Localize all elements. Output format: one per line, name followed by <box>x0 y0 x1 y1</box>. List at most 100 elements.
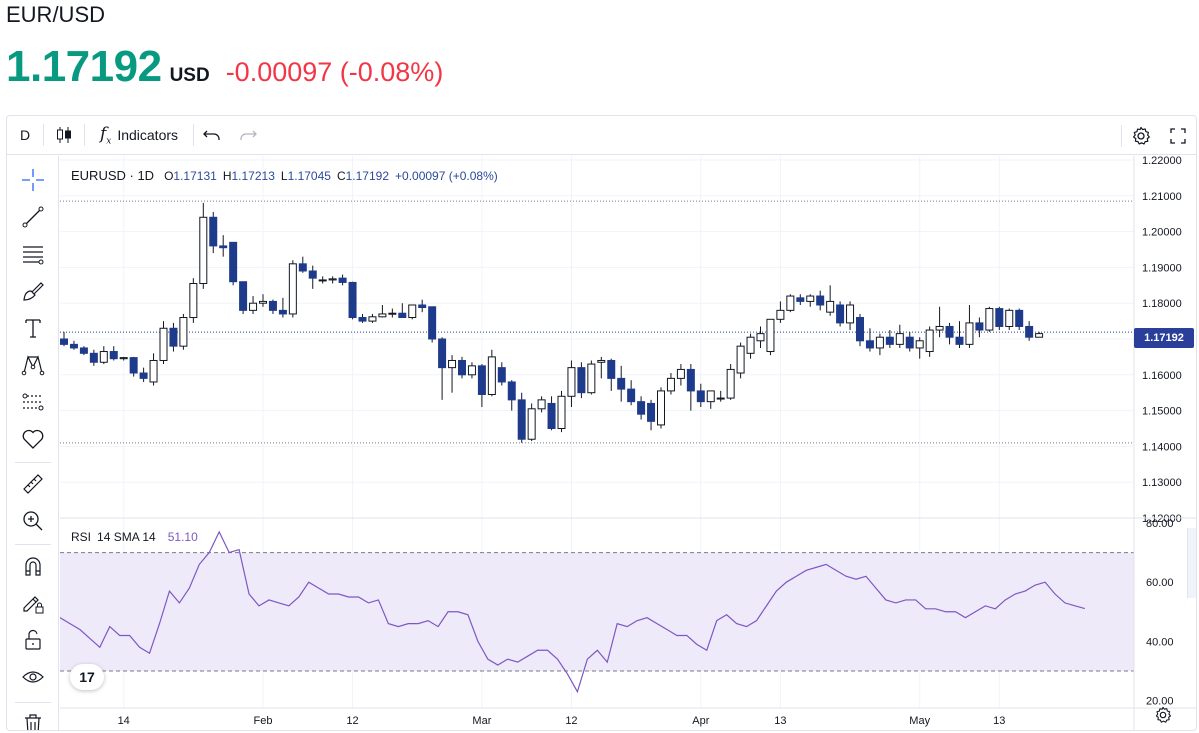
candle <box>1015 308 1024 331</box>
ruler-tool[interactable] <box>17 468 49 500</box>
candle-body <box>89 352 98 363</box>
candle-body <box>975 322 984 331</box>
candle <box>1025 321 1034 341</box>
candle <box>458 356 466 379</box>
hide-tool[interactable] <box>17 661 49 693</box>
lock-tool[interactable] <box>17 624 49 656</box>
candle-body <box>945 325 954 338</box>
lock-drawing-tool[interactable] <box>17 587 49 619</box>
candle-body <box>696 390 705 403</box>
unlock-icon <box>25 629 41 650</box>
forecast-tool[interactable] <box>17 386 49 418</box>
trend-line-tool[interactable] <box>17 201 49 233</box>
zoom-tool[interactable] <box>17 505 49 537</box>
tradingview-logo[interactable]: 17 <box>70 664 104 690</box>
candle-body <box>786 295 795 311</box>
candle-body <box>746 336 755 354</box>
candle <box>99 346 108 365</box>
candle-body <box>726 368 735 399</box>
price-tick-label: 1.15000 <box>1142 406 1182 418</box>
candle-body <box>497 367 506 383</box>
rsi-legend: RSI 14 SMA 14 51.10 <box>71 530 198 544</box>
price-tick-label: 1.12000 <box>1142 513 1182 525</box>
candle <box>60 331 68 347</box>
candle-body <box>348 281 357 319</box>
candle <box>338 274 347 286</box>
candle <box>467 362 476 379</box>
redo-button[interactable] <box>230 120 266 150</box>
remove-tool[interactable] <box>17 708 49 730</box>
candle <box>348 281 357 320</box>
candle <box>905 331 914 352</box>
candle <box>1005 308 1014 331</box>
rsi-value: 51.10 <box>167 530 198 544</box>
candle-body <box>637 401 646 415</box>
candle <box>706 390 715 409</box>
candle-body <box>875 336 884 349</box>
undo-button[interactable] <box>194 120 230 150</box>
crosshair-tool[interactable] <box>17 164 49 196</box>
candle-body <box>865 340 874 349</box>
candle-body <box>378 313 387 318</box>
candle-body <box>547 402 556 430</box>
pencil-lock-icon <box>23 596 44 614</box>
candle <box>448 355 457 393</box>
candle-body <box>806 295 815 302</box>
candle-body <box>766 318 775 353</box>
pattern-tool[interactable] <box>17 349 49 381</box>
fib-retracement-icon <box>23 246 44 265</box>
fib-tool[interactable] <box>17 238 49 270</box>
candle <box>955 321 964 348</box>
chart-canvas[interactable]: 1.220001.210001.200001.190001.180001.170… <box>60 156 1197 731</box>
candle <box>89 349 98 366</box>
magnet-icon <box>25 557 41 576</box>
candle <box>597 356 606 379</box>
candle-body <box>826 300 835 313</box>
text-tool[interactable] <box>17 312 49 344</box>
candle-body <box>259 300 267 304</box>
candle-body <box>557 395 566 429</box>
time-tick-label: 13 <box>774 715 786 727</box>
indicators-button[interactable]: fx Indicators <box>85 120 193 150</box>
brush-icon <box>23 282 44 301</box>
scale-handle[interactable] <box>1187 528 1196 598</box>
rsi-tick-label: 60.00 <box>1146 577 1174 589</box>
fullscreen-button[interactable] <box>1160 121 1196 151</box>
candle-body <box>179 317 188 347</box>
favorites-tool[interactable] <box>17 423 49 455</box>
price-tick-label: 1.13000 <box>1142 477 1182 489</box>
redo-icon <box>240 130 257 140</box>
brush-tool[interactable] <box>17 275 49 307</box>
candle-type-button[interactable] <box>44 120 84 150</box>
price-tick-label: 1.19000 <box>1142 262 1182 274</box>
candle-body <box>318 279 327 282</box>
candle-body <box>149 359 158 383</box>
candle-body <box>1015 309 1024 327</box>
candle <box>686 364 695 411</box>
settings-button[interactable] <box>1122 121 1160 151</box>
interval-button[interactable]: D <box>19 127 31 143</box>
candle <box>836 301 845 327</box>
time-tick-label: May <box>909 715 930 727</box>
candle-body <box>577 367 586 394</box>
candle-body <box>617 377 626 390</box>
time-tick-label: 14 <box>118 715 130 727</box>
candle <box>517 392 526 443</box>
candle-body <box>905 336 914 349</box>
toolbar-divider <box>15 544 51 545</box>
axis-settings-button[interactable] <box>1154 706 1172 729</box>
zoom-in-icon <box>23 511 43 531</box>
gear-icon <box>1155 706 1172 723</box>
candles-icon <box>57 127 71 143</box>
candle <box>736 342 745 379</box>
pattern-icon <box>21 355 45 376</box>
magnet-tool[interactable] <box>17 550 49 582</box>
candle-body <box>776 309 785 320</box>
chart-area[interactable]: 1.220001.210001.200001.190001.180001.170… <box>60 156 1197 731</box>
fx-icon: fx <box>99 123 112 147</box>
price-tick-label: 1.16000 <box>1142 370 1182 382</box>
time-tick-label: Feb <box>254 715 273 727</box>
candle <box>119 356 128 361</box>
candle <box>726 364 735 400</box>
candle-body <box>567 367 576 397</box>
